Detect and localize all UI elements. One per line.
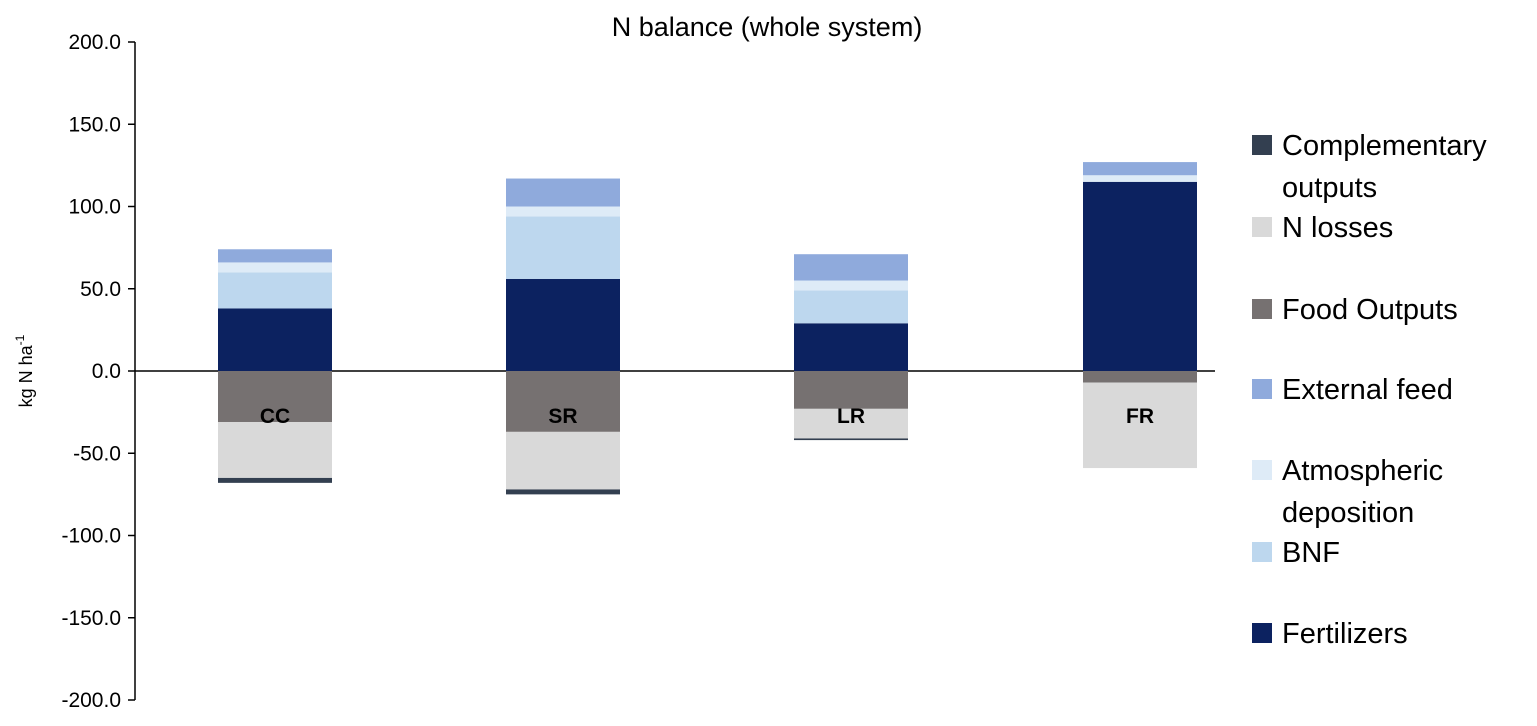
legend-item-fertilizers: Fertilizers [1252,618,1408,650]
bar-segment-fr-n-losses [1083,382,1197,469]
y-tick-label: 150.0 [68,113,121,136]
legend-item-complementary-outputs: Complementary outputs [1252,130,1487,204]
y-axis-label-superscript: -1 [13,334,27,345]
bar-segment-sr-atmospheric-deposition [506,206,620,217]
legend-label: Atmospheric deposition [1282,455,1443,529]
legend-label: Complementary outputs [1282,130,1487,204]
bar-segment-cc-n-losses [218,421,332,478]
y-axis-label-text: kg N ha [16,344,36,407]
y-tick-label: -200.0 [61,689,121,712]
chart-title: N balance (whole system) [612,12,923,42]
bar-segment-sr-food-outputs [506,371,620,432]
bar-segment-cc-external-feed [218,249,332,263]
bar-segment-fr-fertilizers [1083,181,1197,371]
bar-segment-fr-external-feed [1083,162,1197,176]
y-tick-label: 100.0 [68,196,121,219]
category-label-sr: SR [548,405,577,428]
legend-swatch [1252,379,1272,399]
legend-swatch [1252,299,1272,319]
y-tick-label: 0.0 [92,360,121,383]
legend-label: BNF [1282,537,1340,569]
category-label-lr: LR [837,405,865,428]
bar-segment-fr-food-outputs [1083,371,1197,383]
category-labels: CC SR LR FR [260,405,1154,428]
legend-label: Food Outputs [1282,294,1458,326]
bar-segment-sr-complementary-outputs [506,489,620,495]
svg-text:kg N ha-1: kg N ha-1 [13,334,36,407]
legend-item-external-feed: External feed [1252,374,1453,406]
bar-segment-lr-fertilizers [794,323,908,371]
legend-item-n-losses: N losses [1252,212,1393,244]
bar-segment-sr-external-feed [506,178,620,207]
bar-segment-lr-n-losses [794,408,908,439]
bar-segment-sr-n-losses [506,431,620,490]
legend-label: N losses [1282,212,1393,244]
bar-segment-cc-atmospheric-deposition [218,262,332,273]
y-tick-label: -150.0 [61,607,121,630]
y-axis-label: kg N ha-1 [13,334,36,407]
y-tick-label: 50.0 [80,278,121,301]
bar-segment-lr-food-outputs [794,371,908,409]
bar-segment-lr-external-feed [794,254,908,281]
bar-segment-sr-fertilizers [506,278,620,371]
legend-swatch [1252,217,1272,237]
legend-label: Fertilizers [1282,618,1408,650]
y-tick-label: 200.0 [68,31,121,54]
legend-swatch [1252,460,1272,480]
bar-segment-sr-bnf [506,216,620,279]
bars [218,162,1197,495]
bar-segment-fr-atmospheric-deposition [1083,175,1197,182]
legend-item-atmospheric-deposition: Atmospheric deposition [1252,455,1443,529]
legend-item-food-outputs: Food Outputs [1252,294,1458,326]
y-tick-label: -50.0 [73,442,121,465]
bar-segment-cc-complementary-outputs [218,477,332,483]
y-tick-label: -100.0 [61,525,121,548]
axes: 200.0 150.0 100.0 50.0 0.0 -50.0 -100.0 -150.0 -… [61,31,1215,712]
bar-segment-lr-complementary-outputs [794,438,908,441]
legend-swatch [1252,542,1272,562]
bar-segment-cc-bnf [218,272,332,309]
bar-segment-lr-atmospheric-deposition [794,280,908,291]
bar-segment-cc-food-outputs [218,371,332,422]
category-label-cc: CC [260,405,290,428]
legend: Complementary outputs N losses Food Outputs… [1252,130,1487,650]
legend-swatch [1252,135,1272,155]
legend-label: External feed [1282,374,1453,406]
legend-item-bnf: BNF [1252,537,1340,569]
category-label-fr: FR [1126,405,1154,428]
legend-swatch [1252,623,1272,643]
bar-segment-cc-fertilizers [218,308,332,371]
bar-segment-lr-bnf [794,290,908,324]
